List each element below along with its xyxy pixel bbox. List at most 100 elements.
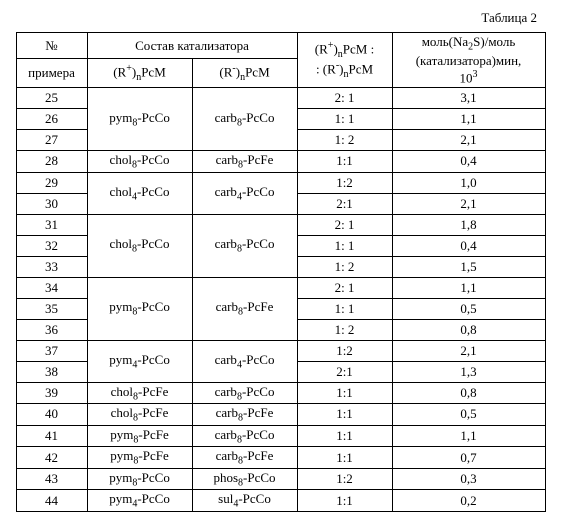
cell-ratio: 1:1 xyxy=(297,404,392,426)
col-ratio-header: (R+)nPcM :: (R-)nPcM xyxy=(297,33,392,88)
cell-rplus: pym8-PcCo xyxy=(87,468,192,490)
cell-num: 37 xyxy=(16,340,87,361)
table-row: 25pym8-PcCocarb8-PcCo2: 13,1 xyxy=(16,87,545,108)
cell-ratio: 1:1 xyxy=(297,382,392,404)
cell-num: 29 xyxy=(16,172,87,193)
table-row: 29chol4-PcCocarb4-PcCo1:21,0 xyxy=(16,172,545,193)
cell-num: 32 xyxy=(16,235,87,256)
cell-mol: 1,3 xyxy=(392,361,545,382)
cell-ratio: 2: 1 xyxy=(297,277,392,298)
cell-ratio: 1: 1 xyxy=(297,298,392,319)
cell-mol: 1,1 xyxy=(392,277,545,298)
cell-mol: 2,1 xyxy=(392,340,545,361)
cell-rminus: carb4-PcCo xyxy=(192,340,297,382)
col-rminus-header: (R-)nPcM xyxy=(192,59,297,88)
cell-mol: 0,8 xyxy=(392,382,545,404)
cell-rminus: carb4-PcCo xyxy=(192,172,297,214)
catalyst-table: №Состав катализатора(R+)nPcM :: (R-)nPcM… xyxy=(16,32,546,512)
cell-mol: 0,2 xyxy=(392,490,545,512)
table-row: 43pym8-PcCophos8-PcCo1:20,3 xyxy=(16,468,545,490)
cell-mol: 0,4 xyxy=(392,150,545,172)
cell-mol: 0,5 xyxy=(392,298,545,319)
table-row: 28chol8-PcCocarb8-PcFe1:10,4 xyxy=(16,150,545,172)
cell-mol: 0,5 xyxy=(392,404,545,426)
cell-mol: 0,3 xyxy=(392,468,545,490)
cell-mol: 2,1 xyxy=(392,193,545,214)
cell-mol: 1,0 xyxy=(392,172,545,193)
cell-num: 34 xyxy=(16,277,87,298)
cell-rplus: pym8-PcFe xyxy=(87,425,192,447)
cell-ratio: 2: 1 xyxy=(297,87,392,108)
table-row: 37pym4-PcCocarb4-PcCo1:22,1 xyxy=(16,340,545,361)
table-row: 42pym8-PcFecarb8-PcFe1:10,7 xyxy=(16,447,545,469)
cell-mol: 3,1 xyxy=(392,87,545,108)
table-row: 34pym8-PcCocarb8-PcFe2: 11,1 xyxy=(16,277,545,298)
cell-rminus: carb8-PcFe xyxy=(192,150,297,172)
col-composition-header: Состав катализатора xyxy=(87,33,297,59)
cell-num: 40 xyxy=(16,404,87,426)
cell-ratio: 1:2 xyxy=(297,172,392,193)
cell-num: 31 xyxy=(16,214,87,235)
cell-ratio: 1:1 xyxy=(297,425,392,447)
cell-rminus: sul4-PcCo xyxy=(192,490,297,512)
cell-mol: 1,5 xyxy=(392,256,545,277)
cell-rminus: carb8-PcFe xyxy=(192,277,297,340)
cell-ratio: 1: 2 xyxy=(297,129,392,150)
cell-num: 43 xyxy=(16,468,87,490)
cell-mol: 0,7 xyxy=(392,447,545,469)
cell-mol: 0,4 xyxy=(392,235,545,256)
cell-num: 44 xyxy=(16,490,87,512)
table-row: 31chol8-PcCocarb8-PcCo2: 11,8 xyxy=(16,214,545,235)
cell-rplus: chol8-PcCo xyxy=(87,214,192,277)
cell-ratio: 1:1 xyxy=(297,447,392,469)
cell-ratio: 2:1 xyxy=(297,361,392,382)
cell-num: 38 xyxy=(16,361,87,382)
cell-rminus: carb8-PcCo xyxy=(192,87,297,150)
cell-num: 36 xyxy=(16,319,87,340)
cell-num: 33 xyxy=(16,256,87,277)
cell-rplus: pym8-PcCo xyxy=(87,277,192,340)
cell-rplus: chol8-PcFe xyxy=(87,382,192,404)
table-row: 39chol8-PcFecarb8-PcCo1:10,8 xyxy=(16,382,545,404)
cell-num: 42 xyxy=(16,447,87,469)
cell-mol: 1,1 xyxy=(392,425,545,447)
table-row: 41pym8-PcFecarb8-PcCo1:11,1 xyxy=(16,425,545,447)
cell-ratio: 1: 1 xyxy=(297,235,392,256)
cell-num: 28 xyxy=(16,150,87,172)
cell-ratio: 1:2 xyxy=(297,468,392,490)
cell-ratio: 1:1 xyxy=(297,490,392,512)
col-mol-header: моль(Na2S)/моль(катализатора)мин,103 xyxy=(392,33,545,88)
cell-ratio: 1: 2 xyxy=(297,319,392,340)
cell-num: 35 xyxy=(16,298,87,319)
cell-num: 26 xyxy=(16,108,87,129)
cell-mol: 1,8 xyxy=(392,214,545,235)
col-num-header: № xyxy=(16,33,87,59)
cell-rplus: chol8-PcCo xyxy=(87,150,192,172)
cell-rminus: phos8-PcCo xyxy=(192,468,297,490)
cell-rminus: carb8-PcCo xyxy=(192,214,297,277)
col-rplus-header: (R+)nPcM xyxy=(87,59,192,88)
cell-ratio: 2:1 xyxy=(297,193,392,214)
cell-ratio: 1: 1 xyxy=(297,108,392,129)
table-caption: Таблица 2 xyxy=(10,10,537,26)
cell-mol: 2,1 xyxy=(392,129,545,150)
cell-ratio: 1:1 xyxy=(297,150,392,172)
col-num-header: примера xyxy=(16,59,87,88)
table-row: 44pym4-PcCosul4-PcCo1:10,2 xyxy=(16,490,545,512)
cell-rminus: carb8-PcFe xyxy=(192,404,297,426)
cell-rminus: carb8-PcFe xyxy=(192,447,297,469)
cell-rplus: chol4-PcCo xyxy=(87,172,192,214)
cell-rplus: pym4-PcCo xyxy=(87,340,192,382)
cell-mol: 1,1 xyxy=(392,108,545,129)
cell-ratio: 2: 1 xyxy=(297,214,392,235)
cell-mol: 0,8 xyxy=(392,319,545,340)
cell-ratio: 1:2 xyxy=(297,340,392,361)
cell-rminus: carb8-PcCo xyxy=(192,425,297,447)
cell-num: 27 xyxy=(16,129,87,150)
cell-rplus: pym8-PcCo xyxy=(87,87,192,150)
cell-rplus: pym4-PcCo xyxy=(87,490,192,512)
table-row: 40chol8-PcFecarb8-PcFe1:10,5 xyxy=(16,404,545,426)
cell-rplus: chol8-PcFe xyxy=(87,404,192,426)
cell-num: 30 xyxy=(16,193,87,214)
cell-num: 41 xyxy=(16,425,87,447)
